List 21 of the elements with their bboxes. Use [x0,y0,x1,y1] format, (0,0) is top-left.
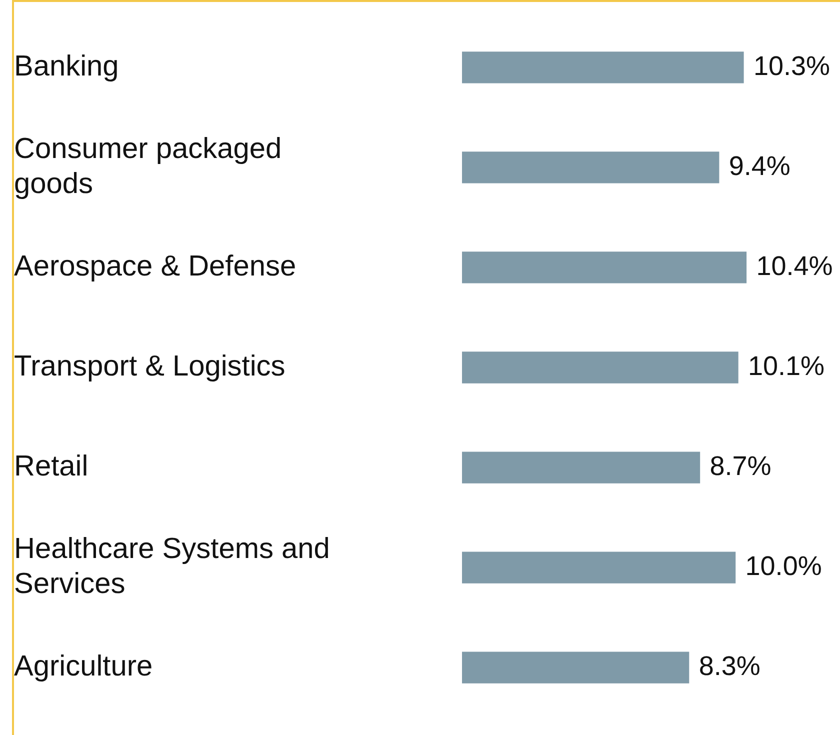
bar [462,152,720,184]
y-tick-label: Transport & Logistics [14,350,286,382]
data-label: 8.7% [710,450,772,481]
y-tick-label: Agriculture [14,650,153,683]
y-tick-label: Retail [14,450,88,483]
bar [462,552,736,584]
data-label: 9.4% [728,150,790,181]
bar [462,352,738,384]
bar [462,652,690,684]
bar [462,252,747,284]
data-label: 10.0% [745,551,822,582]
data-label: 10.4% [756,250,833,281]
data-label: 10.1% [748,350,825,381]
bar [462,452,700,484]
data-label: 10.3% [753,50,830,81]
y-tick-label: Healthcare Systems and Services [14,533,330,600]
y-tick-label: Banking [14,50,119,82]
bar [462,52,744,84]
data-label: 8.3% [698,651,760,682]
y-tick-label: Consumer packaged goods [14,133,282,200]
y-tick-label: Aerospace & Defense [14,250,296,282]
